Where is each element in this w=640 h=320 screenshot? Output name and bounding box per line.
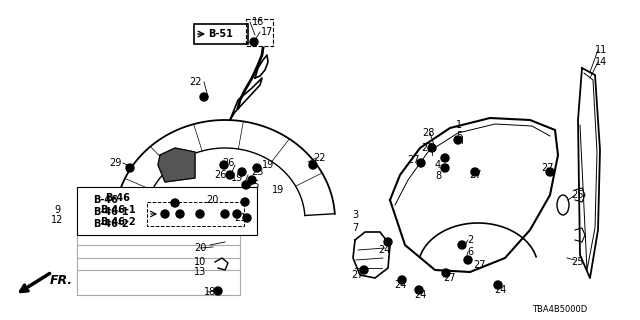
Text: 24: 24 <box>414 290 426 300</box>
Text: 8: 8 <box>435 171 441 181</box>
Text: 23: 23 <box>251 167 263 177</box>
Text: 27: 27 <box>352 270 364 280</box>
Text: TBA4B5000D: TBA4B5000D <box>532 306 588 315</box>
Text: B-46-1: B-46-1 <box>100 205 136 215</box>
Text: 26: 26 <box>214 170 226 180</box>
Text: 19: 19 <box>272 185 284 195</box>
Text: 27: 27 <box>474 260 486 270</box>
Text: 2: 2 <box>467 235 473 245</box>
Circle shape <box>214 287 222 295</box>
Circle shape <box>458 241 466 249</box>
Circle shape <box>253 164 261 172</box>
Circle shape <box>238 168 246 176</box>
Text: FR.: FR. <box>50 274 73 286</box>
Text: 25: 25 <box>571 190 583 200</box>
Text: 1: 1 <box>456 120 462 130</box>
Text: 25: 25 <box>247 180 259 190</box>
Circle shape <box>441 154 449 162</box>
Text: 13: 13 <box>194 267 206 277</box>
Circle shape <box>233 210 241 218</box>
Circle shape <box>398 276 406 284</box>
Circle shape <box>248 176 256 184</box>
Bar <box>77 187 257 235</box>
Circle shape <box>241 198 249 206</box>
Circle shape <box>220 161 228 169</box>
Text: 10: 10 <box>194 257 206 267</box>
FancyBboxPatch shape <box>147 202 244 226</box>
Text: 6: 6 <box>467 247 473 257</box>
Text: 3: 3 <box>352 210 358 220</box>
Text: 18: 18 <box>204 287 216 297</box>
Polygon shape <box>158 148 195 182</box>
Circle shape <box>309 161 317 169</box>
FancyBboxPatch shape <box>194 24 248 44</box>
Circle shape <box>494 281 502 289</box>
Circle shape <box>428 144 436 152</box>
Text: 26: 26 <box>222 158 234 168</box>
Circle shape <box>126 164 134 172</box>
Text: 25: 25 <box>571 257 583 267</box>
Circle shape <box>360 266 368 274</box>
Circle shape <box>417 159 425 167</box>
Text: 20: 20 <box>206 195 218 205</box>
Circle shape <box>441 164 449 172</box>
Text: 11: 11 <box>595 45 607 55</box>
Circle shape <box>242 181 250 189</box>
Text: 24: 24 <box>494 285 506 295</box>
Text: 12: 12 <box>51 215 63 225</box>
Circle shape <box>250 38 258 46</box>
Text: 27: 27 <box>541 163 554 173</box>
Text: 19: 19 <box>231 173 243 183</box>
Text: B-46: B-46 <box>106 193 131 203</box>
Text: B-46-2: B-46-2 <box>100 217 136 227</box>
Text: B-46-2: B-46-2 <box>93 219 129 229</box>
Text: 14: 14 <box>595 57 607 67</box>
Text: 19: 19 <box>262 160 274 170</box>
Circle shape <box>442 269 450 277</box>
Circle shape <box>171 199 179 207</box>
Circle shape <box>196 210 204 218</box>
Circle shape <box>243 214 251 222</box>
Text: 27: 27 <box>444 273 456 283</box>
Circle shape <box>226 171 234 179</box>
Circle shape <box>415 286 423 294</box>
Text: B-46-1: B-46-1 <box>93 207 129 217</box>
Text: 27: 27 <box>470 170 483 180</box>
Circle shape <box>221 210 229 218</box>
Text: 22: 22 <box>314 153 326 163</box>
Circle shape <box>546 168 554 176</box>
Text: 9: 9 <box>54 205 60 215</box>
Text: 20: 20 <box>194 243 206 253</box>
Text: B-51: B-51 <box>209 29 234 39</box>
Circle shape <box>454 136 462 144</box>
Text: 7: 7 <box>352 223 358 233</box>
Circle shape <box>200 93 208 101</box>
Circle shape <box>176 210 184 218</box>
Text: 24: 24 <box>394 280 406 290</box>
Text: 24: 24 <box>378 245 390 255</box>
Text: 27: 27 <box>408 155 420 165</box>
Text: B-46: B-46 <box>93 195 118 205</box>
Text: 5: 5 <box>456 131 462 141</box>
Circle shape <box>464 256 472 264</box>
Circle shape <box>161 210 169 218</box>
Circle shape <box>471 168 479 176</box>
Text: 27: 27 <box>420 143 433 153</box>
Text: 4: 4 <box>435 160 441 170</box>
Circle shape <box>384 238 392 246</box>
Text: 16: 16 <box>252 17 264 27</box>
Text: 28: 28 <box>422 128 434 138</box>
Text: 17: 17 <box>261 27 273 37</box>
Text: 29: 29 <box>109 158 121 168</box>
Text: 22: 22 <box>189 77 201 87</box>
Text: 21: 21 <box>234 213 246 223</box>
